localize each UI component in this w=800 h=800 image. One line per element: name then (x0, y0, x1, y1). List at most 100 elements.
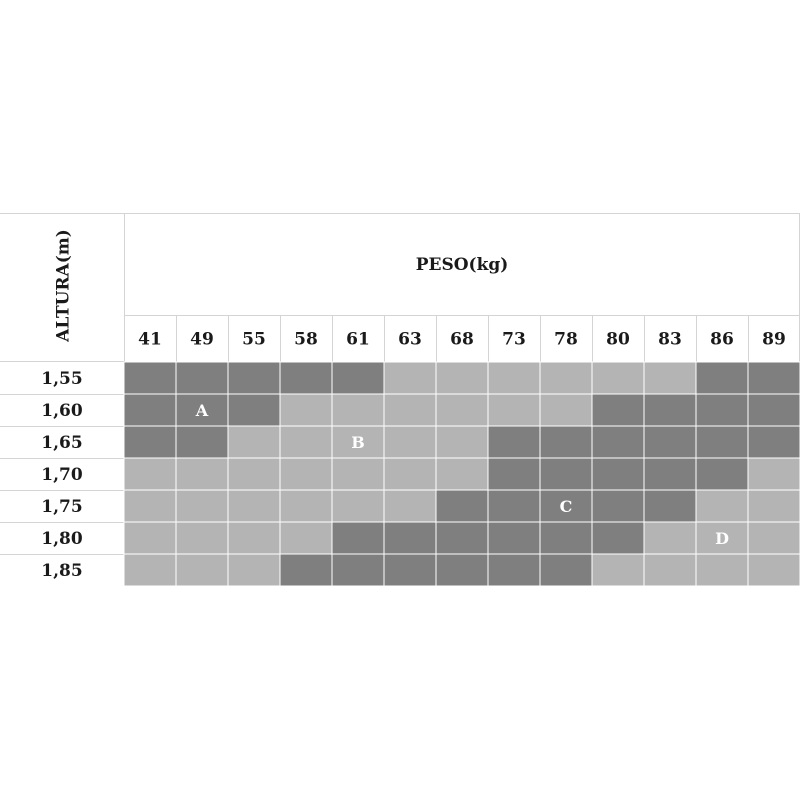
heatmap-cell-light (227, 457, 281, 491)
heatmap-cell-dark (539, 457, 593, 491)
x-tick-label: 73 (502, 330, 526, 350)
table-frame (0, 213, 800, 555)
heatmap-cell-light (695, 553, 749, 587)
heatmap-cell-dark (383, 521, 437, 555)
heatmap-cell-light (331, 393, 385, 427)
x-tick-label: 83 (658, 330, 682, 350)
heatmap-cell-light (227, 521, 281, 555)
heatmap-cell-dark (643, 457, 697, 491)
heatmap-cell-light (123, 457, 177, 491)
x-tick-label: 58 (294, 330, 318, 350)
heatmap-cell-dark (331, 521, 385, 555)
heatmap-cell-light (279, 521, 333, 555)
heatmap-cell-light (175, 521, 229, 555)
cell-annotation-d: D (715, 529, 729, 548)
heatmap-cell-light (331, 489, 385, 523)
heatmap-cell-dark (643, 489, 697, 523)
x-tick-label: 49 (190, 330, 214, 350)
y-tick-label: 1,75 (41, 497, 82, 517)
heatmap-cell-dark (591, 489, 645, 523)
heatmap-cell-light (123, 489, 177, 523)
y-tick-label: 1,65 (41, 433, 82, 453)
heatmap-cell-light (331, 425, 385, 459)
y-tick-label: 1,60 (41, 401, 83, 421)
x-tick-label: 89 (762, 330, 786, 350)
heatmap-cell-light (435, 393, 489, 427)
heatmap-cell-dark (591, 393, 645, 427)
x-tick-label: 68 (450, 330, 474, 350)
heatmap-cell-light (279, 393, 333, 427)
heatmap-cell-light (747, 553, 800, 587)
heatmap-labels: PESO(kg) ALTURA(m) 41 49 55 58 61 63 68 73 78 80 8… (41, 229, 786, 581)
x-axis-title: PESO(kg) (416, 255, 509, 275)
heatmap-cell-light (643, 521, 697, 555)
heatmap-cell-dark (747, 425, 800, 459)
heatmap-cell-light (175, 457, 229, 491)
cell-annotation-b: B (351, 433, 365, 452)
heatmap-cell-dark (695, 425, 749, 459)
heatmap-cell-light (591, 361, 645, 395)
heatmap-cell-light (487, 393, 541, 427)
heatmap-cell-light (175, 489, 229, 523)
heatmap-cell-light (279, 489, 333, 523)
x-tick-label: 86 (710, 330, 734, 350)
heatmap-cell-light (175, 553, 229, 587)
x-tick-label: 78 (554, 330, 578, 350)
heatmap-cell-dark (279, 361, 333, 395)
heatmap-cell-dark (539, 425, 593, 459)
heatmap-cell-light (539, 393, 593, 427)
heatmap-cell-light (383, 457, 437, 491)
heatmap-cell-light (383, 393, 437, 427)
heatmap-cell-light (227, 425, 281, 459)
heatmap-cell-dark (539, 521, 593, 555)
cell-annotation-c: C (560, 497, 573, 516)
heatmap-cell-dark (123, 361, 177, 395)
heatmap-cell-dark (643, 393, 697, 427)
heatmap-cell-light (227, 489, 281, 523)
heatmap-cell-dark (643, 425, 697, 459)
heatmap-cells (123, 361, 800, 587)
heatmap-cell-light (123, 521, 177, 555)
x-tick-label: 61 (346, 330, 370, 350)
heatmap-cell-dark (487, 425, 541, 459)
heatmap-cell-dark (227, 393, 281, 427)
heatmap-cell-dark (123, 425, 177, 459)
heatmap-cell-light (539, 361, 593, 395)
heatmap-cell-dark (747, 361, 800, 395)
heatmap-cell-light (643, 553, 697, 587)
heatmap-cell-dark (435, 489, 489, 523)
x-tick-label: 63 (398, 330, 422, 350)
y-tick-label: 1,80 (41, 529, 83, 549)
heatmap-cell-light (331, 457, 385, 491)
heatmap-cell-dark (591, 521, 645, 555)
heatmap-cell-dark (591, 425, 645, 459)
heatmap-cell-light (435, 457, 489, 491)
x-tick-label: 55 (242, 330, 266, 350)
heatmap-cell-dark (487, 553, 541, 587)
heatmap-cell-light (695, 521, 749, 555)
heatmap-cell-light (383, 489, 437, 523)
heatmap-cell-dark (487, 521, 541, 555)
heatmap-cell-light (435, 361, 489, 395)
heatmap-cell-dark (175, 393, 229, 427)
heatmap-cell-dark (383, 553, 437, 587)
heatmap-cell-light (383, 361, 437, 395)
heatmap-cell-dark (331, 553, 385, 587)
heatmap-cell-dark (487, 457, 541, 491)
heatmap-cell-dark (695, 457, 749, 491)
heatmap-cell-light (435, 425, 489, 459)
heatmap-cell-dark (435, 553, 489, 587)
heatmap-cell-light (747, 521, 800, 555)
heatmap-cell-dark (175, 361, 229, 395)
heatmap-cell-dark (695, 393, 749, 427)
heatmap-cell-dark (695, 361, 749, 395)
heatmap-cell-light (695, 489, 749, 523)
heatmap-cell-light (279, 425, 333, 459)
y-axis-title: ALTURA(m) (54, 229, 74, 343)
heatmap-cell-light (643, 361, 697, 395)
heatmap-cell-dark (435, 521, 489, 555)
heatmap-cell-dark (591, 457, 645, 491)
heatmap-cell-light (383, 425, 437, 459)
